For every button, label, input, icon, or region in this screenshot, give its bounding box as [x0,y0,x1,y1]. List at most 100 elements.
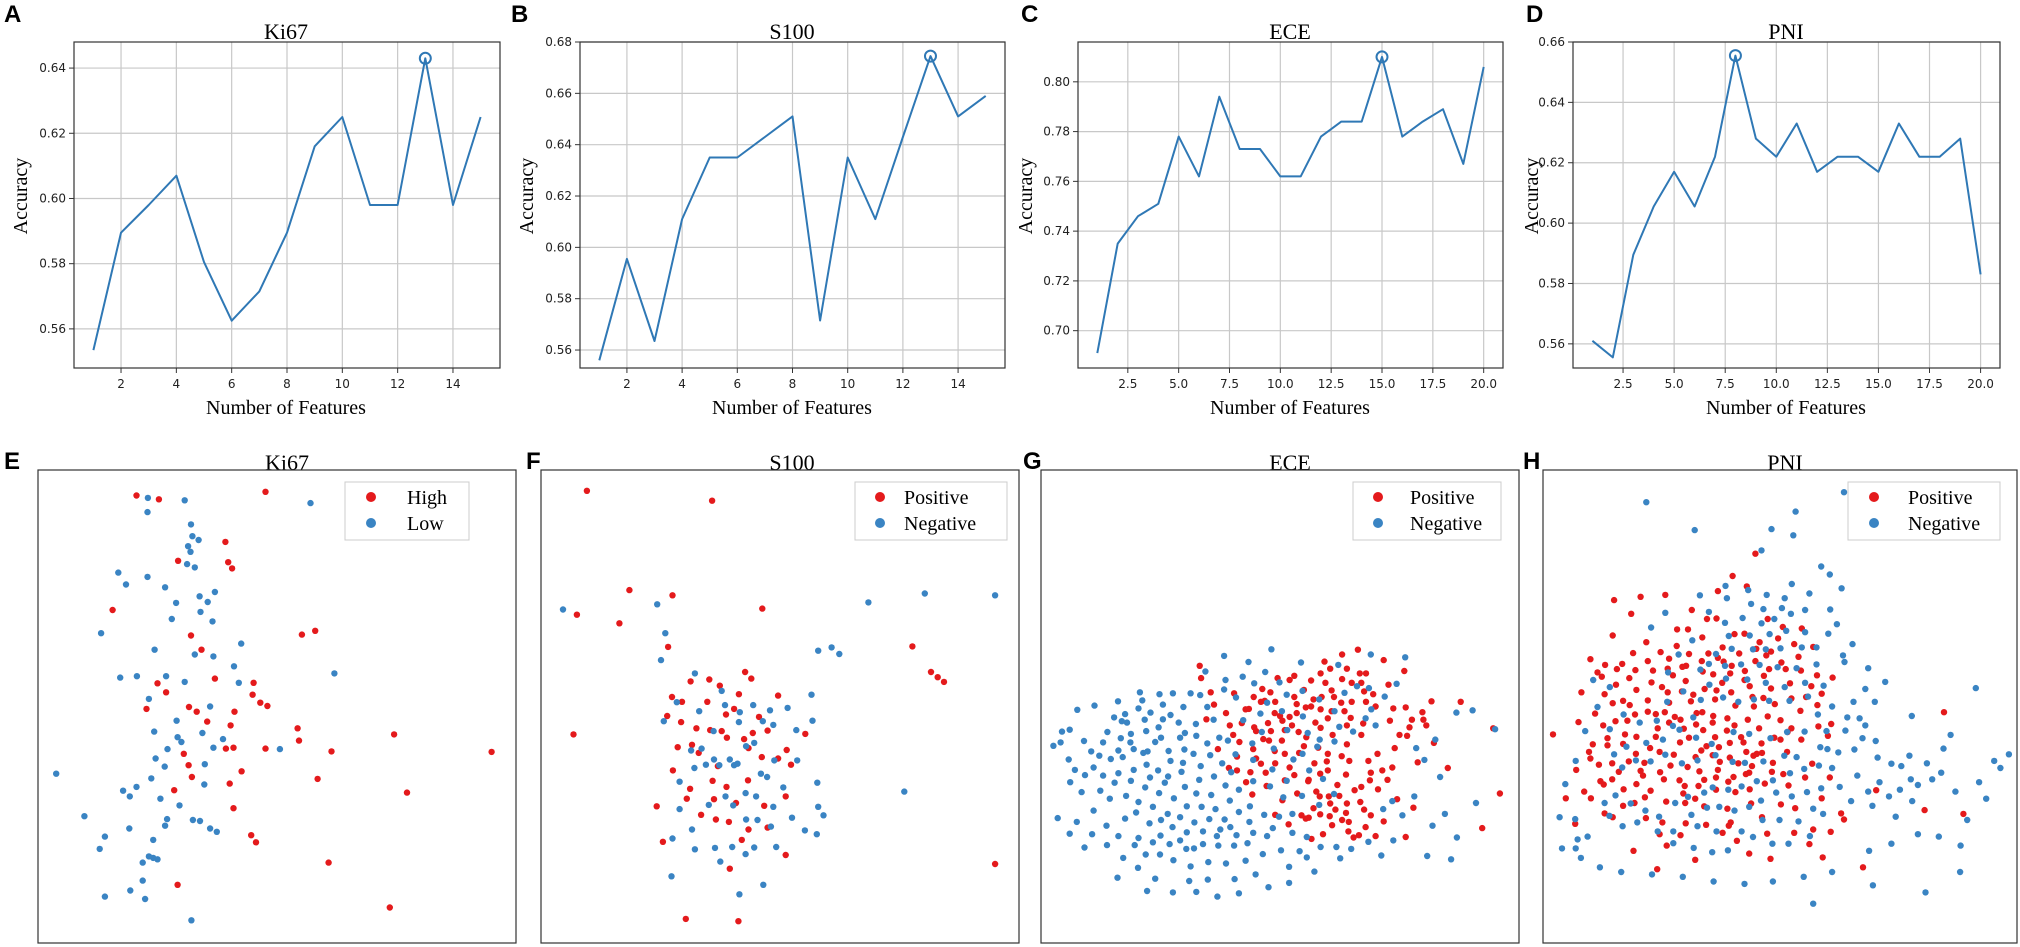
scatter-point-negative [1250,756,1257,764]
scatter-point-negative [1222,782,1229,789]
scatter-point-negative [1159,701,1167,708]
scatter-point-negative [1558,845,1566,852]
scatter-point-positive [1840,816,1848,823]
scatter-point-negative [1159,716,1167,723]
scatter-point-positive [1272,698,1279,705]
scatter-point-negative [1167,711,1174,719]
scatter-point-positive [755,713,763,721]
scatter-point-positive [1613,665,1621,673]
scatter-point-negative [1835,749,1842,756]
scatter-point-low [157,795,164,802]
scatter-point-positive [1428,698,1435,705]
scatter-point-positive [1637,593,1644,600]
scatter-point-negative [1824,745,1831,753]
scatter-point-negative [901,788,908,795]
x-tick-label: 10.0 [1267,377,1294,391]
scatter-point-positive [1250,745,1257,753]
scatter-point-negative [763,773,771,781]
scatter-point-negative [1299,713,1307,720]
scatter-point-low [126,793,133,800]
scatter-point-negative [1716,803,1723,810]
scatter-point-negative [1390,837,1397,844]
scatter-point-negative [1690,844,1697,852]
scatter-point-low [188,917,195,924]
scatter-point-positive [659,838,667,845]
scatter-point-negative [1806,590,1813,597]
scatter-point-positive [1641,794,1649,801]
scatter-point-positive [1778,659,1785,666]
scatter-point-positive [1657,648,1664,656]
scatter-point-negative [1212,805,1219,813]
scatter-point-negative [742,789,749,797]
scatter-point-positive [1680,790,1687,797]
scatter-point-positive [1625,758,1633,765]
scatter-point-positive [1619,660,1626,668]
scatter-point-negative [1596,864,1604,871]
y-tick-label: 0.78 [1043,125,1070,139]
scatter-point-positive [1391,744,1398,752]
scatter-point-negative [698,745,705,752]
scatter-point-negative [1107,755,1115,763]
scatter-point-positive [710,796,718,803]
scatter-point-positive [583,487,591,494]
scatter-point-positive [1829,674,1836,681]
scatter-point-high [238,768,245,775]
scatter-point-negative [1874,754,1881,761]
scatter-point-positive [1685,734,1693,741]
scatter-point-positive [1338,816,1346,824]
scatter-point-positive [1767,855,1774,862]
scatter-point-negative [1196,776,1203,783]
scatter-point-negative [1380,805,1387,813]
scatter-point-positive [991,860,999,868]
scatter-point-positive [1661,709,1669,716]
scatter-point-positive [1279,717,1286,724]
scatter-point-negative [1299,750,1306,757]
scatter-point-negative [1187,863,1194,870]
scatter-point-low [139,877,146,884]
axes-frame [1542,469,2018,944]
scatter-point-positive [1310,696,1317,703]
scatter-point-positive [1328,822,1336,829]
scatter-point-negative [1296,848,1303,855]
scatter-point-negative [1713,828,1720,835]
y-tick-label: 0.70 [1043,324,1070,338]
scatter-point-low [210,744,217,751]
scatter-point-positive [677,718,685,726]
scatter-point-positive [1642,814,1650,822]
scatter-point-negative [1121,815,1129,822]
y-tick-label: 0.66 [1538,35,1565,49]
scatter-point-negative [1745,586,1752,594]
scatter-point-negative [813,831,820,838]
scatter-point-negative [1289,810,1296,818]
scatter-point-positive [1573,766,1580,774]
scatter-point-negative [1594,703,1601,711]
scatter-point-positive [1746,786,1753,793]
scatter-point-positive [1406,724,1413,731]
scatter-point-positive [740,735,748,743]
scatter-point-negative [722,793,729,800]
scatter-point-positive [1311,760,1318,767]
scatter-point-negative [1227,823,1234,831]
scatter-point-negative [1983,795,1990,802]
scatter-point-negative [1399,812,1406,819]
scatter-point-negative [1231,875,1238,883]
x-tick-label: 14 [445,377,460,391]
chart-a-plot: 2 4 6 8 10 12 14 0.56 0.58 0.60 0.62 0.64 [39,41,501,391]
panel-label-c: C [1021,1,1038,28]
scatter-point-negative [1240,717,1247,724]
scatter-point-negative [1906,752,1913,759]
scatter-point-negative [1721,619,1729,626]
scatter-point-negative [1828,703,1836,710]
scatter-point-positive [1272,760,1279,767]
scatter-point-positive [1644,657,1652,665]
scatter-point-negative [1097,787,1104,794]
scatter-point-negative [1815,762,1823,769]
scatter-point-positive [759,605,766,612]
x-tick-label: 2.5 [1118,377,1137,391]
scatter-point-positive [1777,717,1784,724]
scatter-point-positive [1230,731,1237,739]
scatter-point-negative [808,691,815,698]
scatter-point-positive [1760,672,1768,679]
scatter-point-negative [1337,855,1344,862]
scatter-point-positive [1267,727,1275,735]
